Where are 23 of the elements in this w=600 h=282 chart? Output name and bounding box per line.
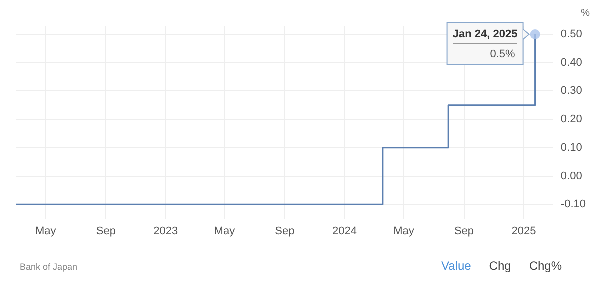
x-tick-label: Sep: [275, 225, 295, 238]
y-tick-label: -0.10: [560, 198, 586, 211]
y-tick-label: 0.40: [560, 56, 582, 69]
x-tick-label: Sep: [454, 225, 474, 238]
text: Chg%: [529, 259, 562, 273]
x-tick-label: 2023: [154, 225, 178, 238]
y-tick-label: 0.00: [560, 170, 582, 182]
annotation: Jan 24, 2025: [452, 28, 518, 41]
y-axis-title: %: [581, 8, 590, 19]
y-tick-label: 0.50: [560, 28, 582, 41]
x-tick-label: Sep: [96, 225, 116, 238]
annotation: 0.5%: [490, 48, 516, 61]
text: Bank of Japan: [20, 262, 78, 272]
y-tick-label: 0.20: [560, 114, 582, 126]
x-tick-label: May: [214, 225, 236, 238]
x-tick-label: 2025: [512, 225, 536, 238]
text: Value: [441, 259, 472, 273]
x-tick-label: May: [35, 225, 57, 238]
x-tick-label: 2024: [332, 225, 357, 238]
text: Chg: [489, 259, 512, 273]
y-tick-label: 0.10: [560, 142, 582, 154]
y-tick-label: 0.30: [560, 85, 582, 98]
x-tick-label: May: [394, 225, 415, 238]
